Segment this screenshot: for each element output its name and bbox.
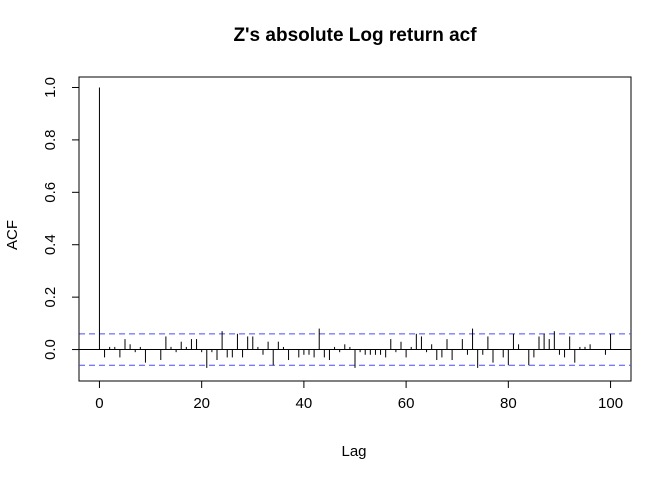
plot-frame xyxy=(78,76,632,382)
y-tick-label: 0.8 xyxy=(42,129,59,150)
y-tick-label: 0.4 xyxy=(42,234,59,255)
x-tick-label: 20 xyxy=(193,395,210,412)
x-tick-label: 60 xyxy=(398,395,415,412)
x-tick-label: 100 xyxy=(598,395,623,412)
x-tick-label: 80 xyxy=(500,395,517,412)
axes: 0 20 40 60 80 100 0.0 0.2 0.4 0.6 0.8 1.0 xyxy=(42,77,623,412)
y-tick-label: 0.0 xyxy=(42,339,59,360)
x-tick-label: 0 xyxy=(95,395,103,412)
acf-marks xyxy=(79,87,631,368)
x-axis-label: Lag xyxy=(341,443,366,460)
y-tick-label: 0.2 xyxy=(42,287,59,308)
x-tick-label: 40 xyxy=(296,395,313,412)
chart-title: Z's absolute Log return acf xyxy=(233,25,477,46)
y-tick-label: 0.6 xyxy=(42,182,59,203)
y-tick-label: 1.0 xyxy=(42,77,59,98)
y-axis-label: ACF xyxy=(4,220,21,250)
